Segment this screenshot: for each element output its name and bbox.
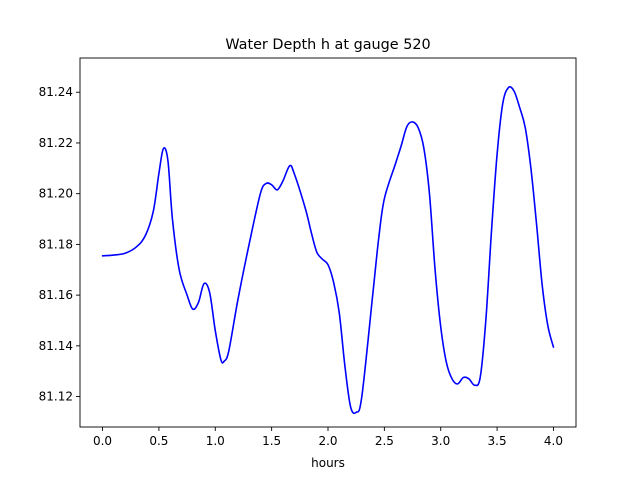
x-tick-label: 0.0	[93, 434, 112, 448]
y-tick-label: 81.24	[39, 85, 73, 99]
series-line	[101, 86, 555, 415]
x-axis-ticks: 0.0 0.5 1.0 1.5 2.0 2.5 3.0 3.5 4.0	[93, 427, 563, 448]
plot-area	[80, 58, 576, 427]
x-tick-label: 3.5	[488, 434, 507, 448]
x-tick-label: 0.5	[149, 434, 168, 448]
y-tick-label: 81.22	[39, 136, 73, 150]
y-tick-label: 81.16	[39, 288, 73, 302]
y-tick-label: 81.14	[39, 339, 73, 353]
y-axis-ticks: 81.12 81.14 81.16 81.18 81.20 81.22 81.24	[39, 85, 80, 404]
x-tick-label: 4.0	[544, 434, 563, 448]
plot-frame	[79, 57, 577, 428]
x-tick-label: 1.5	[262, 434, 281, 448]
y-tick-label: 81.12	[39, 390, 73, 404]
x-tick-label: 3.0	[431, 434, 450, 448]
x-axis-label: hours	[311, 456, 345, 470]
x-tick-label: 2.5	[375, 434, 394, 448]
chart-title: Water Depth h at gauge 520	[225, 37, 430, 53]
x-tick-label: 2.0	[318, 434, 337, 448]
y-tick-label: 81.20	[39, 187, 73, 201]
x-tick-label: 1.0	[206, 434, 225, 448]
y-tick-label: 81.18	[39, 237, 73, 251]
